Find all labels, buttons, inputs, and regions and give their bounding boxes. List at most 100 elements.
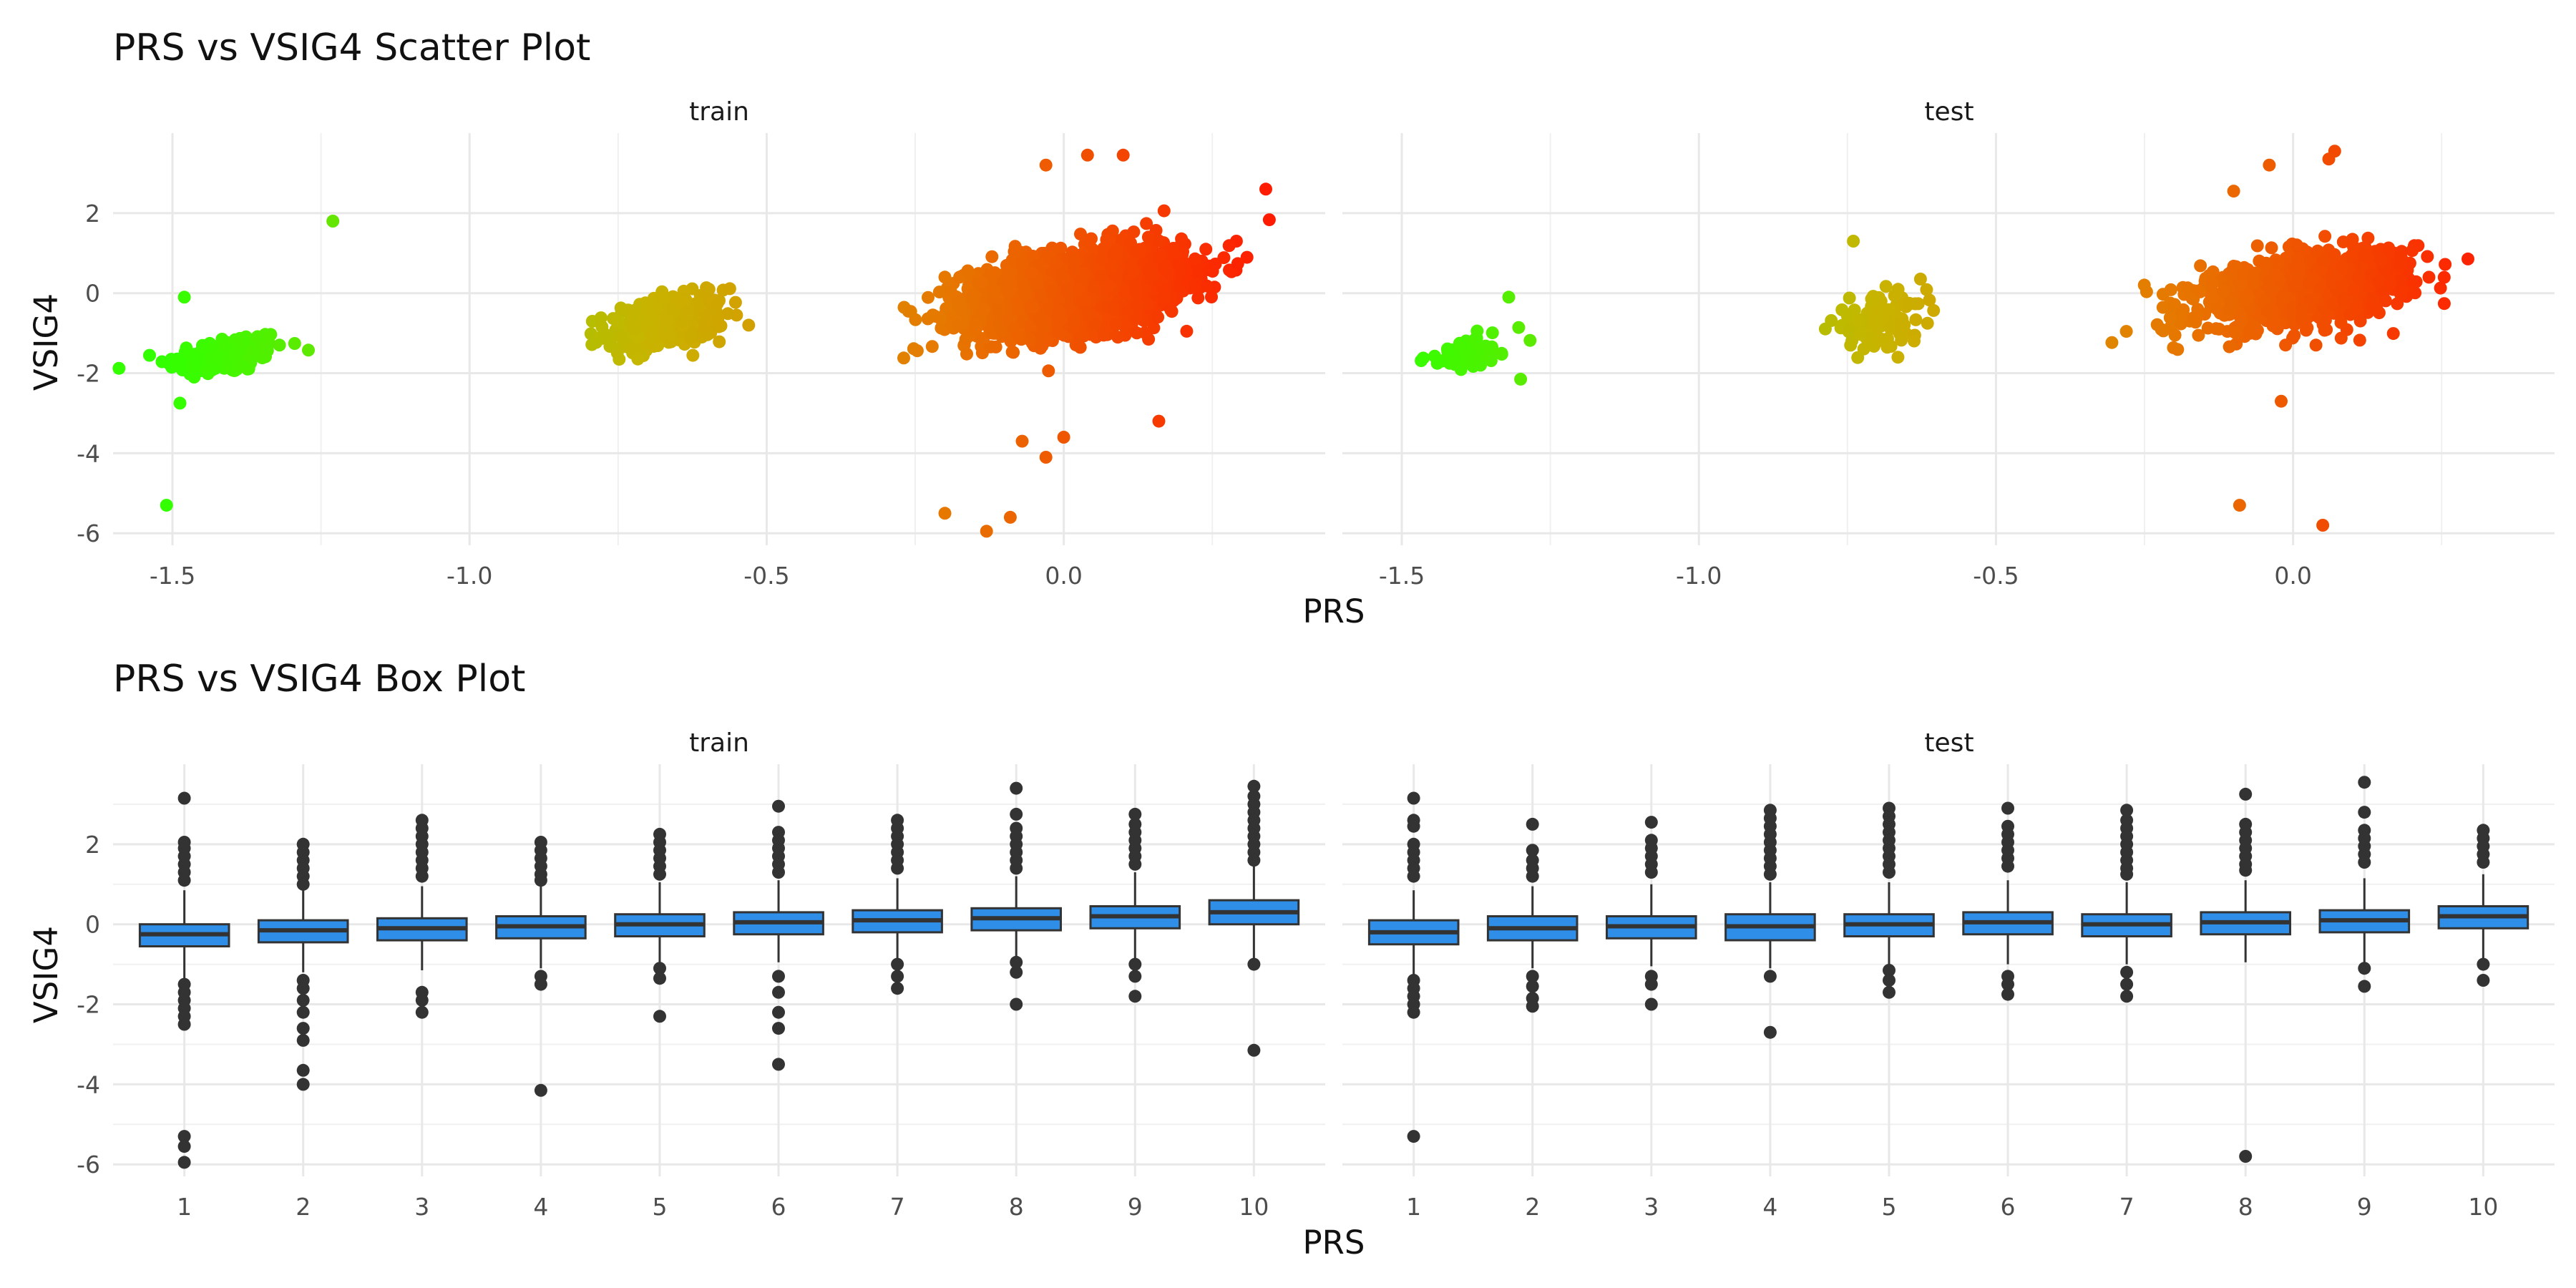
box-outlier: [772, 799, 785, 813]
scatter-point: [957, 305, 971, 318]
scatter-point: [1141, 230, 1155, 244]
scatter-point: [1868, 291, 1881, 304]
box-outlier: [415, 869, 429, 883]
box-x-tick-label: 7: [890, 1193, 905, 1221]
box-outlier: [296, 982, 310, 995]
scatter-plot: PRS vs VSIG4 Scatter Plot train test PRS…: [27, 26, 2555, 630]
box-outlier: [2477, 957, 2490, 971]
scatter-point: [993, 303, 1007, 317]
scatter-point: [1851, 351, 1865, 364]
scatter-point: [1015, 434, 1029, 448]
box-outlier: [1010, 807, 1023, 821]
scatter-point: [897, 351, 910, 365]
scatter-point: [1012, 303, 1025, 317]
scatter-point: [2168, 328, 2182, 342]
scatter-point: [273, 338, 286, 352]
scatter-point: [1039, 451, 1053, 464]
scatter-point: [1050, 256, 1063, 270]
scatter-point: [987, 267, 1001, 280]
box-outlier: [2120, 977, 2134, 991]
scatter-point: [2275, 394, 2288, 408]
box-outlier: [296, 877, 310, 891]
box-outlier: [2001, 977, 2014, 991]
box-outlier: [534, 977, 547, 991]
scatter-point: [211, 351, 225, 364]
scatter-point: [2421, 250, 2434, 263]
scatter-point: [1004, 276, 1018, 289]
box-outlier: [1526, 817, 1539, 831]
box-outlier: [2477, 856, 2490, 869]
scatter-point: [2437, 297, 2451, 311]
box-outlier: [1763, 970, 1777, 983]
scatter-point: [1259, 182, 1272, 196]
scatter-point: [713, 335, 726, 348]
scatter-strip-test: test: [1924, 97, 1974, 127]
scatter-point: [2317, 253, 2331, 267]
scatter-point: [2394, 273, 2407, 287]
box-strip-train: train: [689, 728, 749, 758]
scatter-point: [2352, 270, 2366, 284]
scatter-point: [2263, 158, 2276, 172]
scatter-point: [934, 312, 947, 326]
scatter-point: [702, 283, 716, 296]
box-x-tick-label: 8: [2238, 1193, 2253, 1221]
scatter-point: [2372, 275, 2386, 288]
box-x-tick-label: 5: [1881, 1193, 1896, 1221]
scatter-point: [1854, 328, 1868, 341]
scatter-point: [2326, 297, 2339, 311]
box-outlier: [1526, 970, 1539, 983]
scatter-title: PRS vs VSIG4 Scatter Plot: [113, 26, 590, 69]
scatter-point: [681, 306, 695, 320]
scatter-point: [1466, 360, 1480, 373]
scatter-point: [2119, 325, 2133, 338]
scatter-point: [2336, 278, 2349, 292]
box-x-tick-label: 1: [177, 1193, 192, 1221]
box-x-tick-label: 6: [2001, 1193, 2016, 1221]
scatter-point: [1893, 327, 1906, 341]
scatter-point: [638, 314, 651, 328]
scatter-point: [2318, 230, 2332, 243]
scatter-point: [904, 305, 917, 318]
scatter-point: [1222, 239, 1236, 253]
box-x-tick-label: 2: [1525, 1193, 1540, 1221]
scatter-point: [2437, 270, 2451, 284]
scatter-point: [1104, 259, 1118, 273]
scatter-xlabel: PRS: [1303, 592, 1365, 630]
box-outlier: [1010, 781, 1023, 795]
box-outlier: [2001, 859, 2014, 873]
scatter-point: [686, 348, 700, 362]
box-outlier: [1407, 869, 1420, 883]
scatter-point: [1052, 293, 1065, 307]
scatter-point: [2462, 252, 2474, 265]
scatter-point: [711, 311, 725, 325]
box-outlier: [177, 1130, 191, 1143]
scatter-point: [1440, 342, 1454, 356]
box-outlier: [296, 1005, 310, 1019]
scatter-point: [2322, 152, 2336, 166]
scatter-point: [2406, 244, 2419, 258]
scatter-point: [2409, 275, 2423, 288]
scatter-point: [2185, 292, 2199, 306]
box-title: PRS vs VSIG4 Box Plot: [113, 658, 525, 701]
scatter-point: [2247, 277, 2260, 291]
scatter-point: [173, 396, 187, 410]
scatter-point: [660, 312, 673, 326]
box-outlier: [772, 1022, 785, 1035]
scatter-point: [1003, 510, 1017, 524]
box-x-tick-label: 10: [2468, 1193, 2498, 1221]
scatter-point: [2288, 328, 2301, 342]
scatter-point: [2276, 290, 2290, 303]
scatter-point: [2267, 317, 2280, 330]
scatter-point: [1843, 291, 1856, 305]
scatter-point: [201, 367, 215, 381]
scatter-point: [1130, 326, 1143, 340]
scatter-point: [1514, 372, 1528, 386]
scatter-point: [1923, 293, 1936, 307]
scatter-point: [2316, 318, 2330, 331]
scatter-point: [663, 327, 676, 341]
scatter-point: [667, 303, 680, 316]
scatter-point: [1116, 148, 1130, 162]
scatter-tick-labels: -1.5 -1.0 -0.5 0.0 -6 -4 -2 0 2 -1.5 -1.0 -0.5 0.0: [77, 200, 2312, 590]
scatter-point: [185, 348, 198, 361]
scatter-point: [1087, 280, 1101, 293]
